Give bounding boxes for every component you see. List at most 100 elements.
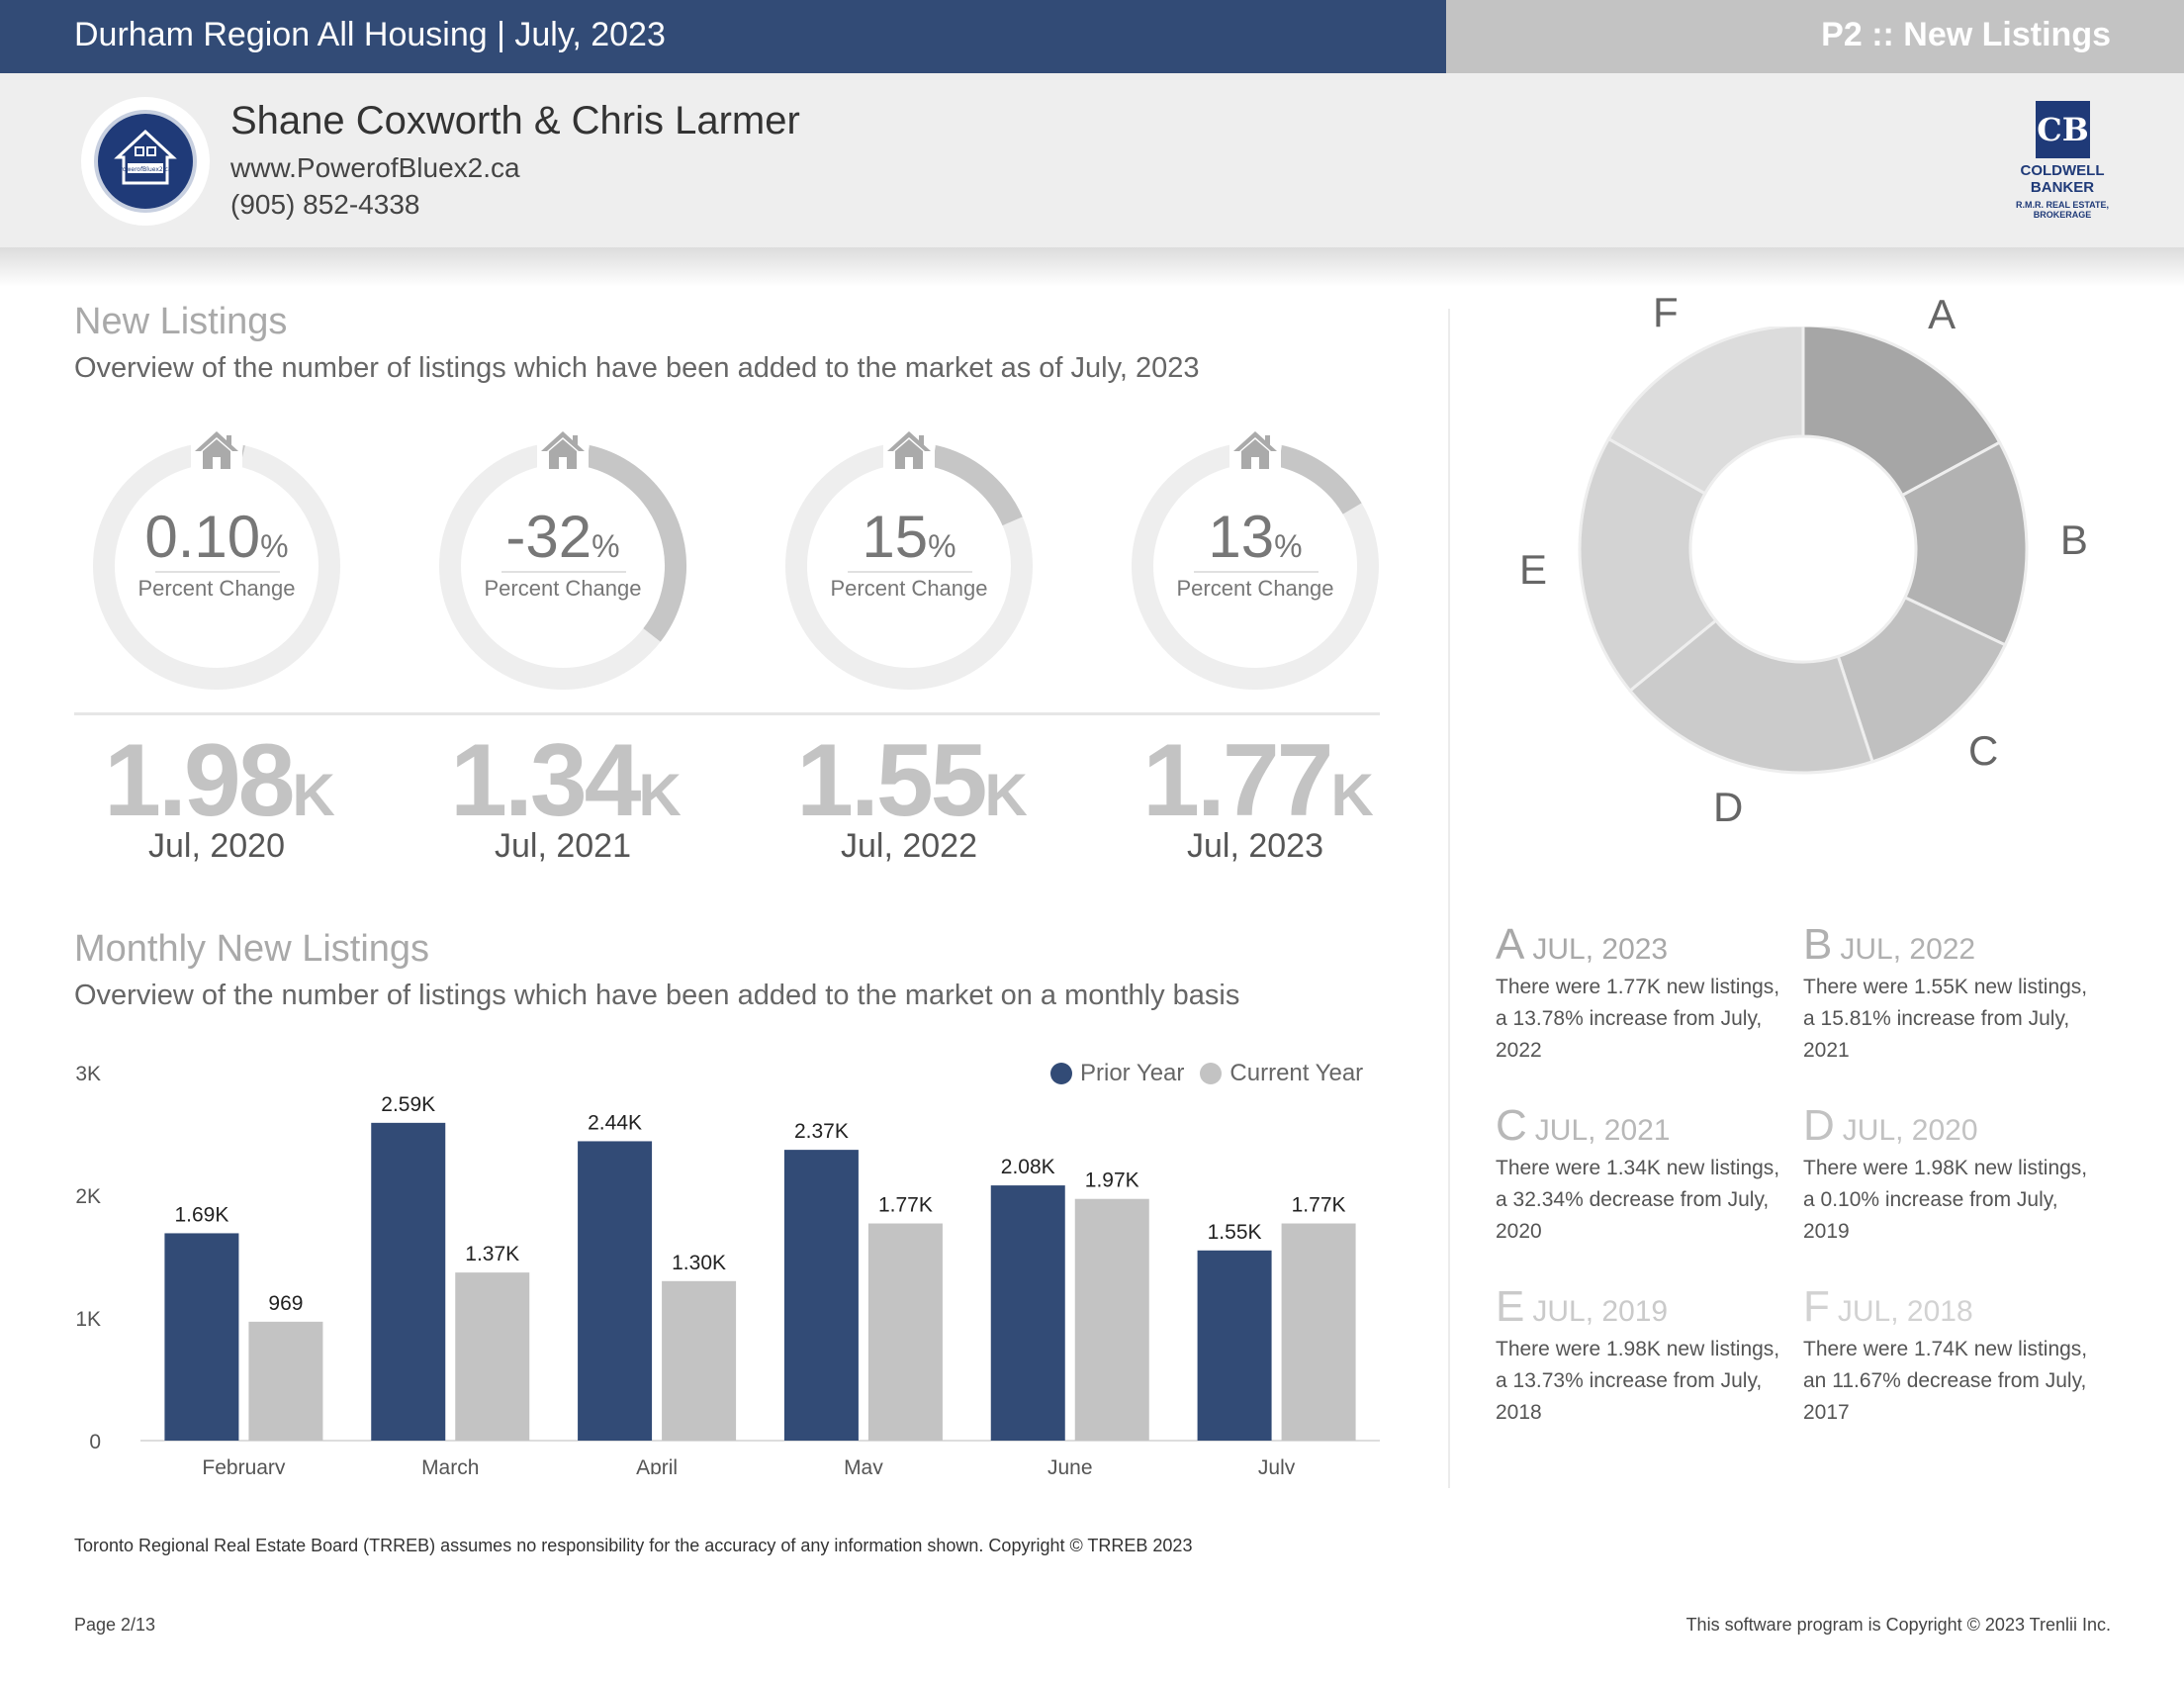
donut-label-e: E <box>1518 546 1547 594</box>
bar-prior-year <box>578 1141 653 1441</box>
y-tick-label: 1K <box>75 1308 101 1331</box>
report-title: Durham Region All Housing | July, 2023 <box>74 16 666 53</box>
donut-segment-e <box>1578 436 1718 694</box>
donut-label-a: A <box>1928 290 1956 337</box>
bar-data-label: 1.55K <box>1208 1221 1262 1244</box>
bar-prior-year <box>371 1122 446 1441</box>
total-value: 1.55K <box>769 722 1055 840</box>
bar-data-label: 1.37K <box>465 1243 519 1265</box>
bar-current-year <box>455 1272 530 1441</box>
donut-label-b: B <box>2059 515 2088 563</box>
bar-current-year <box>1074 1198 1149 1441</box>
new-listings-title: New Listings <box>74 301 288 342</box>
total-year: Jul, 2022 <box>841 827 977 865</box>
agent-name: Shane Coxworth & Chris Larmer <box>230 99 800 142</box>
house-logo-icon: PowerofBluex2.ca <box>114 129 177 185</box>
bar-data-label: 2.37K <box>794 1120 849 1143</box>
gauge-underline <box>501 571 626 573</box>
bar-data-label: 2.59K <box>381 1093 435 1116</box>
donut-segment-f <box>1606 327 1805 496</box>
total-year: Jul, 2021 <box>495 827 631 865</box>
brokerage-name: COLDWELL BANKER <box>2008 162 2117 196</box>
gauge-underline <box>1194 571 1319 573</box>
bar-data-label: 2.08K <box>1001 1156 1055 1178</box>
bar-current-year <box>662 1280 737 1441</box>
bar-data-label: 1.97K <box>1085 1169 1139 1192</box>
gauge-percent: 13% <box>1125 503 1386 571</box>
monthly-title: Monthly New Listings <box>74 928 430 970</box>
total-value-number: 1.77 <box>1142 723 1333 838</box>
brokerage-name-line1: COLDWELL <box>2020 162 2105 179</box>
total-value-unit: K <box>638 762 682 828</box>
x-tick-label: July <box>1258 1456 1296 1474</box>
house-icon <box>1229 427 1281 471</box>
new-listings-subtitle: Overview of the number of listings which… <box>74 352 1200 384</box>
top-bar: Durham Region All Housing | July, 2023 P… <box>0 0 2184 73</box>
legend-letter: F <box>1803 1282 1830 1331</box>
gauge-underline <box>155 571 280 573</box>
agent-logo-text: PowerofBluex2.ca <box>119 166 172 173</box>
bar-data-label: 1.69K <box>174 1203 228 1226</box>
house-icon <box>191 427 242 471</box>
legend-description: There were 1.98K new listings, a 13.73% … <box>1496 1338 1780 1424</box>
agent-website[interactable]: www.PowerofBluex2.ca <box>230 152 520 183</box>
legend-letter: E <box>1496 1282 1525 1331</box>
donut-chart <box>1578 327 2029 775</box>
legend-description: There were 1.34K new listings, a 32.34% … <box>1496 1157 1780 1243</box>
legend-block-c: C JUL, 2021 There were 1.34K new listings,… <box>1496 1101 1792 1248</box>
legend-description: There were 1.55K new listings, a 15.81% … <box>1803 976 2088 1062</box>
gauge-divider <box>74 712 1380 715</box>
gauge: -32% Percent Change <box>432 427 693 695</box>
x-tick-label: June <box>1047 1456 1093 1474</box>
legend-block-b: B JUL, 2022 There were 1.55K new listings,… <box>1803 920 2100 1067</box>
legend-letter: A <box>1496 920 1525 969</box>
bar-data-label: 1.77K <box>1292 1194 1346 1217</box>
total-value: 1.34K <box>422 722 709 840</box>
legend-period: JUL, 2020 <box>1842 1114 1978 1147</box>
gauge-percent-value: -32 <box>505 504 592 570</box>
gauge-percent-value: 13 <box>1208 504 1275 570</box>
y-tick-label: 3K <box>75 1063 101 1085</box>
legend-heading: C JUL, 2021 <box>1496 1101 1792 1151</box>
page-number: Page 2/13 <box>74 1615 156 1635</box>
total-value-number: 1.55 <box>796 723 987 838</box>
software-copyright: This software program is Copyright © 202… <box>1685 1615 2111 1635</box>
gauge-fill <box>585 445 686 642</box>
total-value-unit: K <box>292 762 335 828</box>
legend-current-year: Current Year <box>1229 1060 1364 1086</box>
legend-heading: F JUL, 2018 <box>1803 1282 2100 1332</box>
column-divider <box>1448 309 1450 1488</box>
y-tick-label: 2K <box>75 1185 101 1208</box>
legend-period: JUL, 2018 <box>1837 1295 1973 1328</box>
page-label: P2 :: New Listings <box>1821 16 2111 53</box>
gauge-label: Percent Change <box>1176 576 1334 601</box>
house-icon <box>883 427 935 471</box>
legend-block-f: F JUL, 2018 There were 1.74K new listings,… <box>1803 1282 2100 1429</box>
legend-prior-year: Prior Year <box>1080 1060 1185 1086</box>
legend-period: JUL, 2021 <box>1534 1114 1671 1147</box>
gauge-fill <box>931 445 1023 526</box>
legend-letter: B <box>1803 920 1833 969</box>
legend-heading: D JUL, 2020 <box>1803 1101 2100 1151</box>
gauge-label: Percent Change <box>484 576 642 601</box>
legend-letter: C <box>1496 1101 1527 1150</box>
bar-data-label: 969 <box>268 1292 303 1315</box>
gauge-percent: 0.10% <box>86 503 347 571</box>
donut-label-c: C <box>1968 726 1999 774</box>
agent-phone[interactable]: (905) 852-4338 <box>230 189 420 220</box>
house-icon <box>537 427 589 471</box>
donut-label-f: F <box>1653 289 1679 336</box>
brokerage-mark: CB <box>2036 101 2090 158</box>
legend-block-a: A JUL, 2023 There were 1.77K new listings,… <box>1496 920 1792 1067</box>
legend-period: JUL, 2022 <box>1840 933 1976 966</box>
bar-prior-year <box>990 1185 1065 1441</box>
legend-description: There were 1.77K new listings, a 13.78% … <box>1496 976 1780 1062</box>
donut-segment-a <box>1801 327 2002 498</box>
agent-logo-badge: PowerofBluex2.ca <box>94 110 197 213</box>
bar-data-label: 2.44K <box>588 1111 642 1134</box>
legend-block-e: E JUL, 2019 There were 1.98K new listings,… <box>1496 1282 1792 1429</box>
gauge-fill <box>1277 445 1362 515</box>
gauge-percent-unit: % <box>260 528 289 564</box>
total-year: Jul, 2023 <box>1187 827 1323 865</box>
legend-heading: E JUL, 2019 <box>1496 1282 1792 1332</box>
